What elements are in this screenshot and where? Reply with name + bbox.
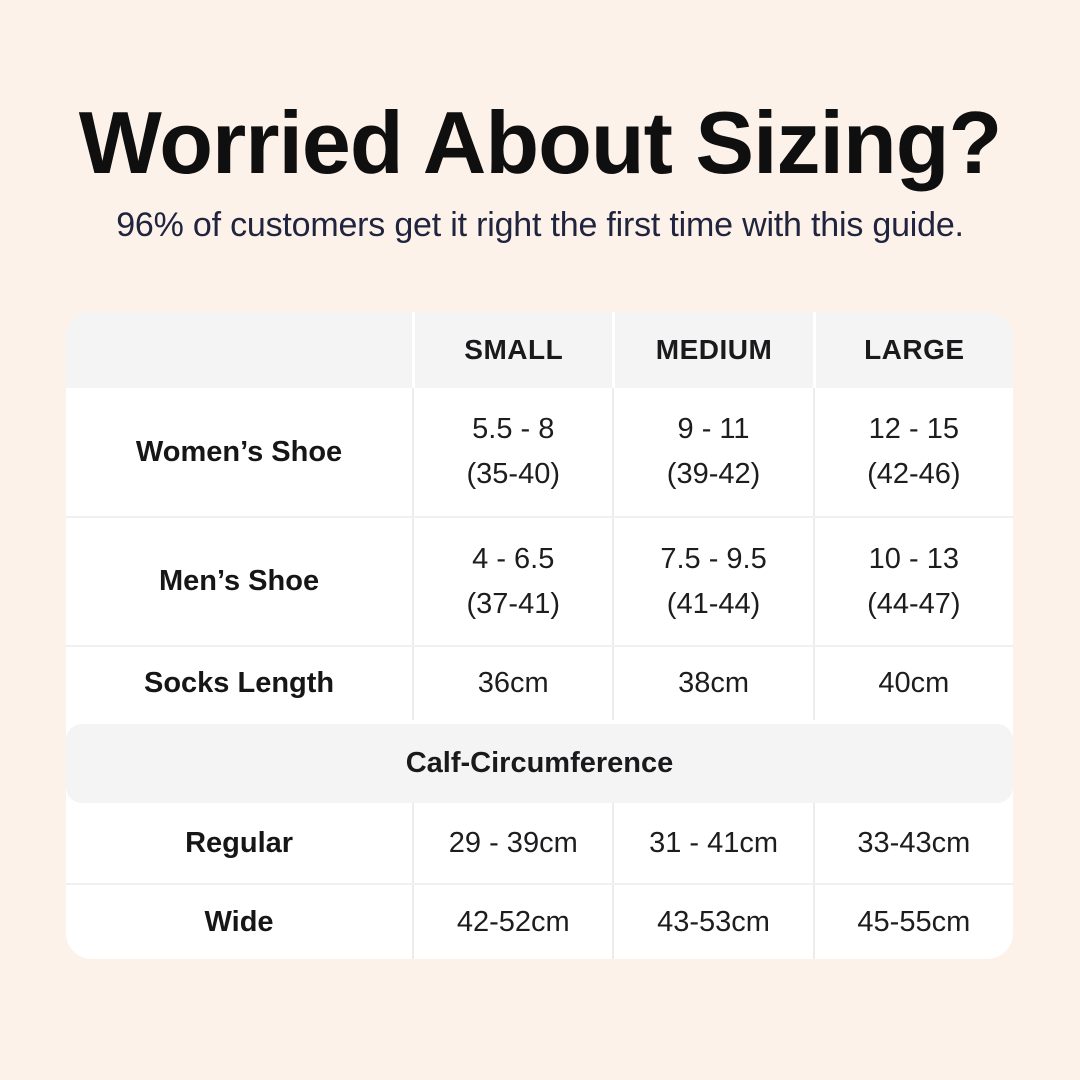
row-label-cell: Socks Length: [66, 647, 412, 720]
table-row-mens-shoe: Men’s Shoe 4 - 6.5 (37-41) 7.5 - 9.5 (41…: [66, 516, 1013, 645]
value-line: 40cm: [878, 667, 950, 700]
row-label: Women’s Shoe: [135, 435, 343, 468]
value-line: 7.5 - 9.5: [660, 542, 767, 575]
table-row-regular: Regular 29 - 39cm 31 - 41cm 33-43cm: [66, 803, 1013, 883]
row-label-cell: Wide: [66, 885, 412, 959]
value-line: 45-55cm: [857, 905, 971, 938]
section-header-calf-circumference: Calf-Circumference: [66, 724, 1013, 803]
column-header-medium: MEDIUM: [655, 334, 773, 365]
column-header-large: LARGE: [864, 334, 965, 365]
header-corner-cell: [66, 312, 412, 388]
cell-regular-small: 29 - 39cm: [412, 803, 612, 883]
value-line: 38cm: [678, 667, 749, 700]
value-line: (41-44): [666, 587, 761, 620]
row-label-cell: Women’s Shoe: [66, 388, 412, 516]
value-line: 42-52cm: [456, 905, 570, 938]
cell-mens-medium: 7.5 - 9.5 (41-44): [612, 518, 812, 645]
row-label: Socks Length: [143, 667, 335, 699]
value-line: (42-46): [867, 458, 961, 490]
header-cell-small: SMALL: [412, 312, 612, 388]
cell-wide-large: 45-55cm: [812, 885, 1013, 959]
column-header-small: SMALL: [464, 334, 564, 365]
cell-regular-large: 33-43cm: [812, 803, 1013, 883]
cell-mens-small: 4 - 6.5 (37-41): [412, 518, 612, 645]
row-label: Wide: [204, 905, 274, 938]
row-label: Men’s Shoe: [159, 565, 320, 597]
cell-wide-small: 42-52cm: [412, 885, 612, 959]
value-line: 12 - 15: [868, 413, 959, 446]
header-cell-large: LARGE: [812, 312, 1013, 388]
row-label: Regular: [185, 826, 294, 859]
value-line: 5.5 - 8: [472, 413, 555, 446]
header-cell-medium: MEDIUM: [612, 312, 812, 388]
cell-mens-large: 10 - 13 (44-47): [812, 518, 1013, 645]
cell-womens-medium: 9 - 11 (39-42): [612, 388, 812, 516]
cell-wide-medium: 43-53cm: [612, 885, 812, 959]
cell-regular-medium: 31 - 41cm: [612, 803, 812, 883]
section-header-label: Calf-Circumference: [405, 747, 674, 779]
cell-womens-large: 12 - 15 (42-46): [812, 388, 1013, 516]
value-line: 10 - 13: [868, 542, 959, 575]
cell-socks-medium: 38cm: [612, 647, 812, 720]
row-label-cell: Regular: [66, 803, 412, 883]
value-line: (44-47): [867, 587, 961, 620]
row-label-cell: Men’s Shoe: [66, 518, 412, 645]
value-line: (37-41): [466, 587, 561, 620]
value-line: 31 - 41cm: [649, 826, 779, 859]
table-header-row: SMALL MEDIUM LARGE: [66, 312, 1013, 388]
value-line: (35-40): [466, 458, 561, 490]
value-line: 29 - 39cm: [448, 826, 578, 859]
page-title: Worried About Sizing?: [78, 93, 1002, 192]
value-line: 36cm: [477, 667, 549, 700]
value-line: 9 - 11: [677, 413, 750, 446]
value-line: 4 - 6.5: [472, 542, 555, 575]
value-line: 33-43cm: [857, 826, 971, 859]
cell-womens-small: 5.5 - 8 (35-40): [412, 388, 612, 516]
size-table: SMALL MEDIUM LARGE Women’s Shoe 5.5 - 8 …: [66, 312, 1013, 959]
cell-socks-large: 40cm: [812, 647, 1013, 720]
table-row-socks-length: Socks Length 36cm 38cm 40cm: [66, 645, 1013, 720]
value-line: (39-42): [666, 458, 761, 490]
page-subtitle: 96% of customers get it right the first …: [116, 206, 964, 244]
value-line: 43-53cm: [657, 905, 770, 938]
table-row-womens-shoe: Women’s Shoe 5.5 - 8 (35-40) 9 - 11 (39-…: [66, 388, 1013, 516]
cell-socks-small: 36cm: [412, 647, 612, 720]
table-row-wide: Wide 42-52cm 43-53cm 45-55cm: [66, 883, 1013, 959]
